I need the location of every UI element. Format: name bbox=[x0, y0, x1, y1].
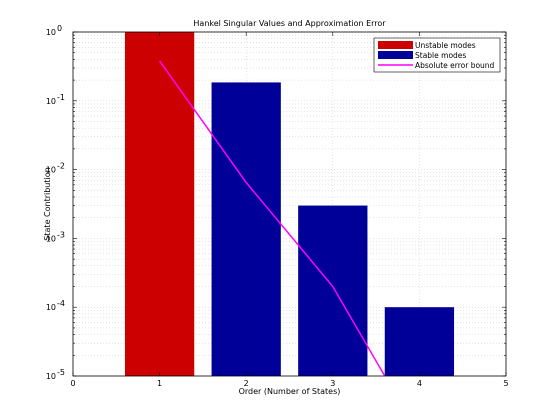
error-bound-line bbox=[158, 60, 386, 377]
y-tick-label: 10 bbox=[46, 97, 56, 106]
error-bound-polyline bbox=[158, 60, 386, 377]
x-tick-label: 4 bbox=[417, 379, 422, 388]
stable-bar-2 bbox=[211, 82, 281, 377]
legend-label-stable: Stable modes bbox=[415, 51, 466, 60]
y-tick-label: 10 bbox=[46, 28, 56, 37]
x-tick-label: 3 bbox=[330, 379, 335, 388]
x-tick-label: 1 bbox=[157, 379, 162, 388]
y-tick-exponent: -1 bbox=[57, 93, 65, 102]
legend-label-error-bound: Absolute error bound bbox=[415, 61, 495, 70]
legend-label-unstable: Unstable modes bbox=[415, 41, 476, 50]
y-tick-exponent: -5 bbox=[57, 368, 65, 377]
plot-frame bbox=[72, 31, 507, 377]
stable-bar-3 bbox=[298, 205, 368, 376]
bars bbox=[124, 32, 455, 377]
legend-swatch-unstable bbox=[378, 41, 413, 49]
y-tick-exponent: 0 bbox=[57, 24, 62, 33]
y-tick-label: 10 bbox=[46, 303, 56, 312]
x-axis-title: Order (Number of States) bbox=[239, 387, 341, 396]
y-tick-exponent: -2 bbox=[57, 162, 65, 171]
axis-ticks bbox=[72, 31, 507, 377]
legend-swatch-stable bbox=[378, 51, 413, 59]
unstable-bar-1 bbox=[124, 32, 195, 376]
y-axis-title: State Contribution bbox=[43, 167, 52, 240]
y-tick-exponent: -4 bbox=[57, 299, 65, 308]
chart-title: Hankel Singular Values and Approximation… bbox=[193, 19, 386, 28]
x-tick-label: 5 bbox=[503, 379, 508, 388]
y-tick-exponent: -3 bbox=[57, 230, 65, 239]
y-tick-label: 10 bbox=[46, 372, 56, 381]
y-tick-label: 10 bbox=[46, 166, 56, 175]
legend: Unstable modes Stable modes Absolute err… bbox=[373, 37, 501, 73]
stable-bar-4 bbox=[384, 307, 455, 376]
x-tick-label: 2 bbox=[244, 379, 249, 388]
x-tick-label: 0 bbox=[70, 379, 75, 388]
y-tick-label: 10 bbox=[46, 234, 56, 243]
x-tick-labels: 0 1 2 3 4 5 bbox=[70, 379, 508, 388]
